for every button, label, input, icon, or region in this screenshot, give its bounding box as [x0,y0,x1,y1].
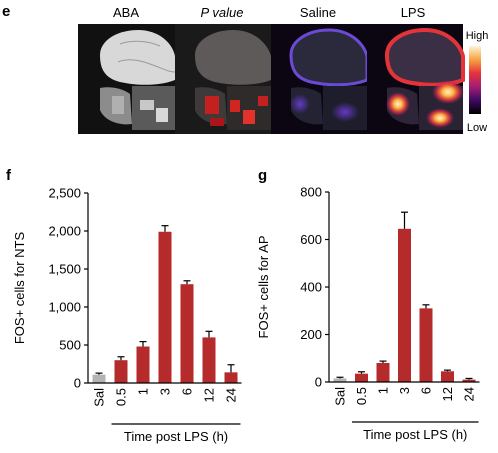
y-tick-label: 0 [315,375,322,390]
brain-image-aba [78,24,176,134]
panel-e: e ABA P value Saline LPS [2,3,489,134]
chart-body: 0 200 400 600 800 FOS+ cells for AP Sal 0.5 1 3 6 1… [256,185,480,442]
x-tick-label: 6 [180,388,195,395]
x-tick-label: 3 [158,388,173,395]
x-tick-label: 1 [136,388,151,395]
bar-0.5 [114,360,128,383]
x-tick-label: 6 [419,387,434,394]
chart-body: 0 500 1,000 1,500 2,000 2,500 FOS+ cells for N… [12,186,242,444]
bar-Sal [333,378,347,382]
bar-6 [180,284,194,383]
column-label-lps: LPS [401,5,426,20]
brain-image-lps [367,24,465,134]
column-label-p-value: P value [201,5,244,20]
x-tick-label: Sal [92,388,107,407]
column-label-saline: Saline [300,5,336,20]
x-axis-label: Time post LPS (h) [124,429,228,444]
column-label-aba: ABA [113,5,139,20]
colorbar [469,46,481,114]
y-tick-label: 0 [74,376,81,391]
bar-12 [441,371,454,382]
panel-label-g: g [258,167,267,184]
y-tick-label: 1,000 [48,300,81,315]
bar-chart-f: f 0 500 1,000 1,500 2,000 2,500 FOS+ cells for… [6,167,242,444]
bar-0.5 [355,373,368,382]
bar-12 [202,337,216,383]
y-tick-label: 400 [300,280,322,295]
panel-g: g 0 200 400 600 800 FOS+ cells for AP Sal 0.5 1 3… [252,160,498,453]
bar-3 [398,228,411,382]
x-tick-label: 12 [202,388,217,402]
x-tick-label: 3 [397,387,412,394]
panel-label-f: f [6,167,12,184]
bar-24 [224,372,238,383]
y-tick-label: 600 [300,232,322,247]
panel-f: f 0 500 1,000 1,500 2,000 2,500 FOS+ cells for… [0,160,250,453]
y-tick-label: 2,500 [48,186,81,201]
y-axis-label: FOS+ cells for AP [256,236,271,339]
bar-1 [376,363,390,382]
y-tick-label: 1,500 [48,262,81,277]
x-tick-label: 0.5 [114,388,129,406]
x-tick-label: 12 [440,387,455,401]
y-tick-label: 500 [59,338,81,353]
x-tick-label: 1 [376,387,391,394]
y-tick-label: 200 [300,327,322,342]
bar-chart-g: g 0 200 400 600 800 FOS+ cells for AP Sal 0.5 1 3… [256,167,480,442]
bar-3 [158,231,172,383]
bar-Sal [92,374,106,383]
y-tick-label: 2,000 [48,224,81,239]
x-tick-label: 0.5 [354,387,369,405]
x-tick-label: Sal [333,387,348,406]
panel-label-e: e [2,3,10,20]
bar-24 [462,379,476,382]
bar-1 [136,346,150,383]
colorbar-high-label: High [466,30,489,42]
x-tick-label: 24 [224,388,239,402]
x-tick-label: 24 [462,387,477,401]
x-axis-label: Time post LPS (h) [363,427,467,442]
y-tick-label: 800 [300,185,322,200]
bar-6 [419,308,433,382]
brain-image-p-value [175,24,271,134]
y-axis-label: FOS+ cells for NTS [12,232,27,345]
colorbar-low-label: Low [467,122,487,134]
brain-image-saline [271,24,369,134]
